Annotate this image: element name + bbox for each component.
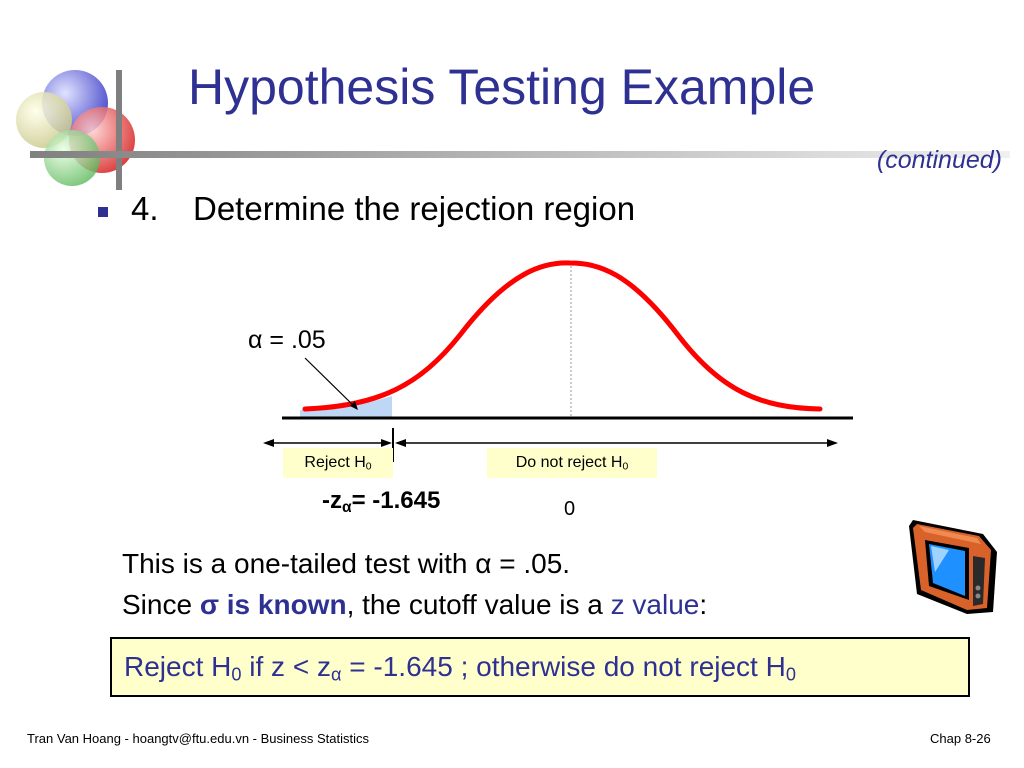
line1-alpha: α xyxy=(475,548,492,579)
line2-middle: , the cutoff value is a xyxy=(346,589,611,620)
slide-title: Hypothesis Testing Example xyxy=(188,59,816,115)
line2-prefix: Since xyxy=(122,589,200,620)
critical-value: = -1.645 xyxy=(351,487,441,514)
explanation-line-1: This is a one-tailed test with α = .05. xyxy=(122,548,570,580)
explanation-line-2: Since σ is known, the cutoff value is a … xyxy=(122,589,707,621)
decision-part2: if z < z xyxy=(241,651,331,682)
decision-rule-box: Reject H0 if z < zα = -1.645 ; otherwise… xyxy=(110,637,970,697)
footer-author: Tran Van Hoang - hoangtv@ftu.edu.vn - Bu… xyxy=(27,731,369,746)
continued-label: (continued) xyxy=(876,146,1002,174)
do-not-reject-sub: 0 xyxy=(622,461,629,473)
reject-sub: 0 xyxy=(365,461,372,473)
sigma-known-text: σ is known xyxy=(199,589,347,620)
line2-suffix: : xyxy=(699,589,708,620)
header-decoration xyxy=(16,70,1010,190)
footer-page-number: Chap 8-26 xyxy=(930,731,991,746)
do-not-reject-text: Do not reject H xyxy=(515,454,623,471)
reject-arrow-head-right xyxy=(381,439,392,447)
do-not-reject-region-label: Do not reject H0 xyxy=(487,448,657,478)
reject-arrow-head-left xyxy=(263,439,274,447)
critical-sub: α xyxy=(342,498,352,516)
decision-sub2: α xyxy=(330,664,342,685)
alpha-label: α = .05 xyxy=(248,326,326,355)
decision-sub3: 0 xyxy=(785,664,796,685)
critical-prefix: -z xyxy=(322,487,342,514)
bullet-text: Determine the rejection region xyxy=(193,190,636,227)
tv-icon xyxy=(909,520,997,614)
reject-region-label: Reject H0 xyxy=(283,448,393,478)
bullet-number: 4. xyxy=(131,190,159,227)
alpha-pointer xyxy=(304,357,357,409)
line1-suffix: = .05. xyxy=(491,548,571,579)
decision-part1: Reject H xyxy=(124,651,232,682)
normal-curve xyxy=(302,260,823,412)
decision-part3: = -1.645 ; otherwise do not reject H xyxy=(341,651,786,682)
alpha-pointer-head xyxy=(350,401,358,410)
do-not-reject-arrow-head-left xyxy=(395,439,406,447)
z-value-text: z value xyxy=(610,589,700,620)
alpha-symbol: α xyxy=(248,326,263,354)
reject-text: Reject H xyxy=(304,454,366,471)
bullet-marker xyxy=(98,207,108,217)
alpha-value: = .05 xyxy=(262,326,326,354)
decision-sub1: 0 xyxy=(231,664,242,685)
center-zero-label: 0 xyxy=(564,498,576,520)
critical-value-label: -zα= -1.645 xyxy=(322,487,440,517)
do-not-reject-arrow-head-right xyxy=(827,439,838,447)
line1-prefix: This is a one-tailed test with xyxy=(122,548,476,579)
